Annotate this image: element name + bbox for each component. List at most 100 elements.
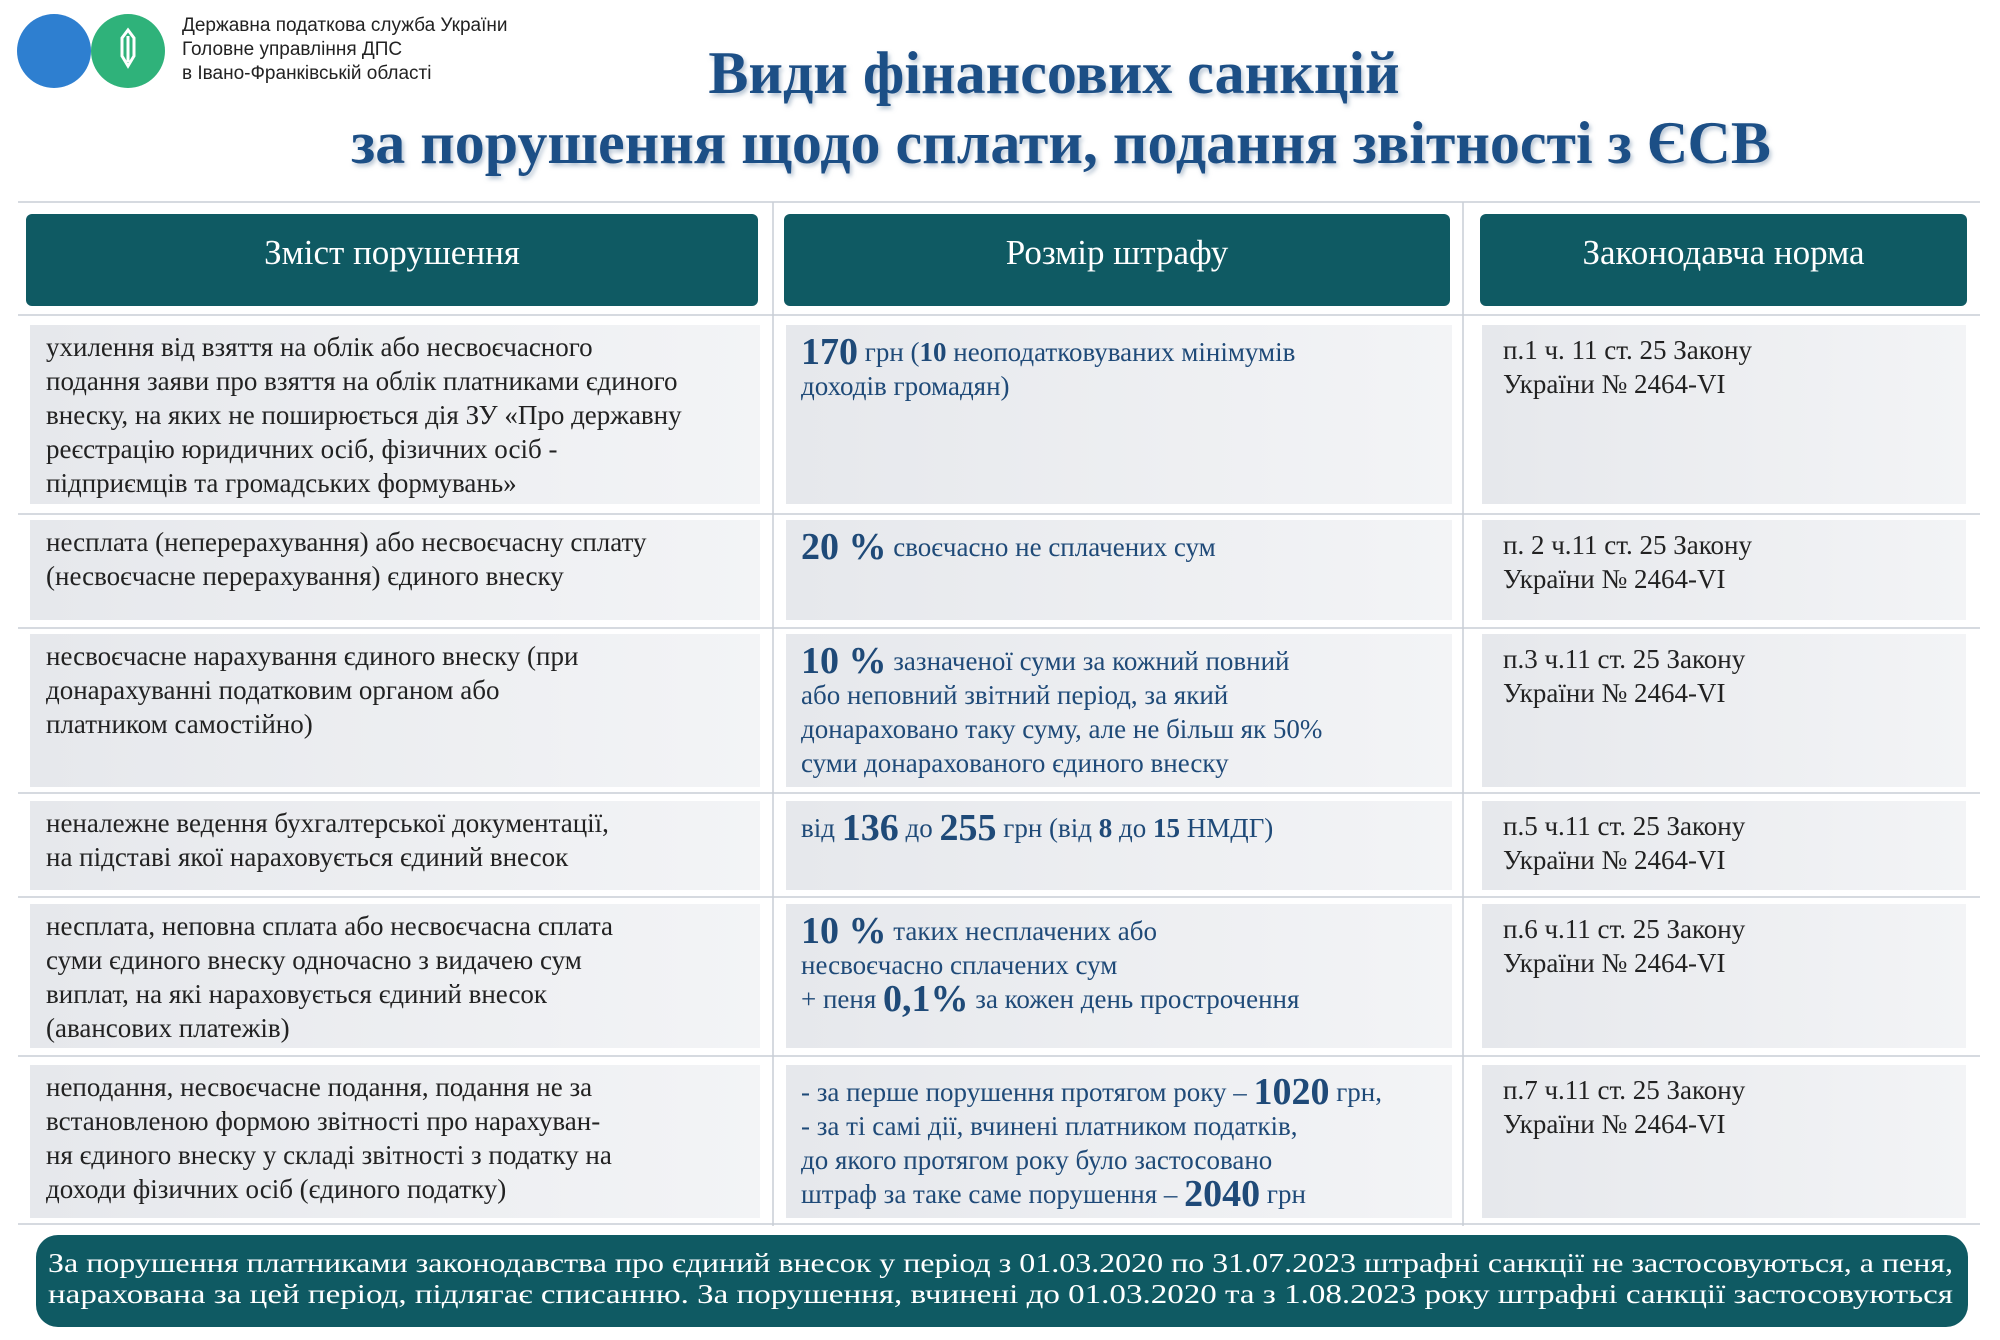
norm-line: п.5 ч.11 ст. 25 Закону: [1503, 811, 1746, 841]
violation-line: реєстрацію юридичних осіб, фізичних осіб…: [46, 434, 557, 464]
violation-line: неналежне ведення бухгалтерської докумен…: [46, 808, 609, 838]
fine-run: 0,1%: [883, 978, 969, 1020]
fine-run: 2040: [1184, 1173, 1260, 1215]
fine-line: суми донарахованого єдиного внеску: [801, 748, 1229, 778]
fine-run: від: [801, 813, 842, 843]
fine-run: 15: [1153, 813, 1180, 843]
fine-run: 1020: [1253, 1071, 1329, 1113]
fine-line: 10 % зазначеної суми за кожний повний: [801, 640, 1290, 682]
violation-line: неподання, несвоєчасне подання, подання …: [46, 1072, 592, 1102]
fine-run: або неповний звітний період, за який: [801, 680, 1228, 710]
norm-line: п.1 ч. 11 ст. 25 Закону: [1503, 335, 1752, 365]
fine-line: доходів громадян): [801, 371, 1010, 401]
fine-run: зазначеної суми за кожний повний: [887, 646, 1290, 676]
norm-line: України № 2464-VI: [1503, 678, 1726, 708]
violation-line: на підставі якої нараховується єдиний вн…: [46, 842, 569, 872]
fine-run: штраф за таке саме порушення –: [801, 1179, 1184, 1209]
fine-run: 8: [1099, 813, 1113, 843]
violation-line: платником самостійно): [46, 709, 313, 739]
norm-line: України № 2464-VI: [1503, 369, 1726, 399]
agency-line: в Івано-Франківській області: [182, 63, 431, 84]
fine-run: грн: [1260, 1179, 1306, 1209]
fine-run: 10: [920, 337, 947, 367]
violation-line: ухилення від взяття на облік або несвоєч…: [46, 332, 593, 362]
violation-line: несплата (неперерахування) або несвоєчас…: [46, 527, 647, 557]
fine-line: - за перше порушення протягом року – 102…: [801, 1071, 1382, 1113]
norm-line: п. 2 ч.11 ст. 25 Закону: [1503, 530, 1752, 560]
footer-line: За порушення платниками законодавства пр…: [48, 1248, 1953, 1278]
fine-line: - за ті самі дії, вчинені платником пода…: [801, 1111, 1298, 1141]
cell-bg: [786, 904, 1452, 1048]
column-header: Законодавча норма: [1582, 233, 1865, 272]
violation-line: ня єдиного внеску у складі звітності з п…: [46, 1140, 612, 1170]
trident: [120, 27, 136, 69]
violation-line: підприємців та громадських формувань»: [46, 468, 517, 498]
cell-bg: [30, 904, 760, 1048]
fine-run: 136: [842, 807, 899, 849]
violation-line: (авансових платежів): [46, 1013, 290, 1043]
cell-bg: [30, 520, 760, 620]
fine-run: таких несплачених або: [887, 916, 1158, 946]
fine-run: донараховано таку суму, але не більш як …: [801, 714, 1322, 744]
fine-run: неоподатковуваних мінімумів: [947, 337, 1296, 367]
cell-bg: [786, 325, 1452, 504]
footer-box: [36, 1235, 1968, 1327]
fine-line: несвоєчасно сплачених сум: [801, 950, 1117, 980]
cell-bg: [30, 1065, 760, 1218]
cell-bg: [786, 520, 1452, 620]
fine-line: 20 % своєчасно не сплачених сум: [801, 526, 1216, 568]
column-header: Зміст порушення: [264, 233, 520, 272]
fine-run: за кожен день прострочення: [969, 984, 1300, 1014]
fine-run: до якого протягом року було застосовано: [801, 1145, 1272, 1175]
fine-run: до: [1112, 813, 1153, 843]
norm-line: України № 2464-VI: [1503, 564, 1726, 594]
title-line: за порушення щодо сплати, подання звітно…: [351, 110, 1771, 176]
cell-bg: [30, 325, 760, 504]
fine-line: до якого протягом року було застосовано: [801, 1145, 1272, 1175]
violation-line: несвоєчасне нарахування єдиного внеску (…: [46, 641, 578, 671]
fine-run: - за перше порушення протягом року –: [801, 1077, 1253, 1107]
fine-run: суми донарахованого єдиного внеску: [801, 748, 1229, 778]
agency-line: Державна податкова служба України: [182, 15, 507, 36]
cell-bg: [786, 634, 1452, 787]
fine-run: + пеня: [801, 984, 883, 1014]
agency-line: Головне управління ДПС: [182, 39, 402, 60]
cell-bg: [1482, 801, 1966, 890]
violation-line: (несвоєчасне перерахування) єдиного внес…: [46, 561, 564, 591]
fine-run: НМДГ): [1180, 813, 1273, 843]
footer-line: нарахована за цей період, підлягає списа…: [48, 1279, 1953, 1309]
fine-run: 10 %: [801, 640, 887, 682]
fine-run: 255: [940, 807, 997, 849]
fine-run: - за ті самі дії, вчинені платником пода…: [801, 1111, 1298, 1141]
fine-run: доходів громадян): [801, 371, 1010, 401]
cell-bg: [30, 634, 760, 787]
fine-line: + пеня 0,1% за кожен день прострочення: [801, 978, 1299, 1020]
norm-line: п.6 ч.11 ст. 25 Закону: [1503, 914, 1746, 944]
violation-line: суми єдиного внеску одночасно з видачею …: [46, 945, 582, 975]
fine-run: грн,: [1329, 1077, 1382, 1107]
cell-bg: [786, 801, 1452, 890]
fine-run: грн (: [858, 337, 920, 367]
fine-run: 10 %: [801, 910, 887, 952]
cell-bg: [1482, 1065, 1966, 1218]
fine-line: 170 грн (10 неоподатковуваних мінімумів: [801, 331, 1295, 373]
fine-run: 170: [801, 331, 858, 373]
fine-run: грн (від: [997, 813, 1099, 843]
norm-line: України № 2464-VI: [1503, 1109, 1726, 1139]
violation-line: донарахуванні податковим органом або: [46, 675, 499, 705]
violation-line: доходи фізичних осіб (єдиного податку): [46, 1174, 506, 1204]
title-line: Види фінансових санкцій: [708, 40, 1399, 106]
violation-line: несплата, неповна сплата або несвоєчасна…: [46, 911, 613, 941]
cell-bg: [1482, 520, 1966, 620]
violation-line: внеску, на яких не поширюється дія ЗУ «П…: [46, 400, 682, 430]
cell-bg: [786, 1065, 1452, 1218]
fine-run: несвоєчасно сплачених сум: [801, 950, 1117, 980]
column-header-box: [1480, 214, 1967, 306]
cell-bg: [1482, 904, 1966, 1048]
fine-line: або неповний звітний період, за який: [801, 680, 1228, 710]
logo-blue: [17, 14, 91, 88]
violation-line: виплат, на які нараховується єдиний внес…: [46, 979, 548, 1009]
fine-line: 10 % таких несплачених або: [801, 910, 1157, 952]
cell-bg: [1482, 634, 1966, 787]
